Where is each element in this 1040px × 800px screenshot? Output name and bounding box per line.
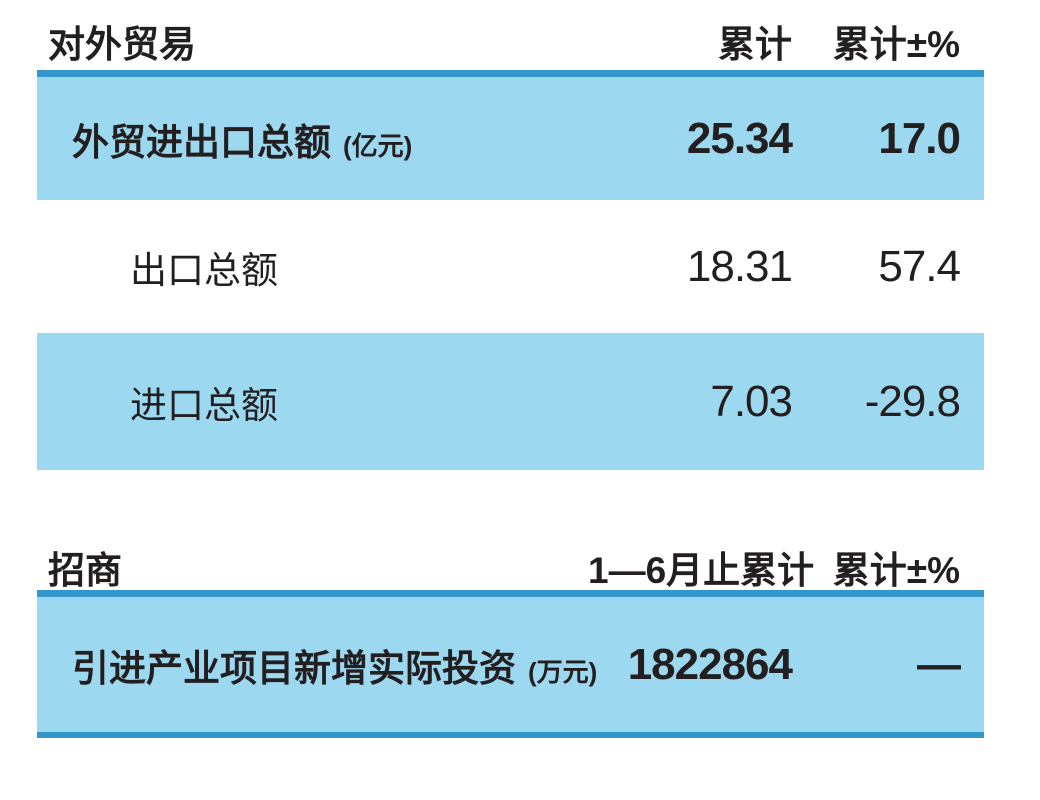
value-change-pct: — [917,639,961,689]
value-change-pct: 17.0 [878,113,961,163]
row-label: 出口总额 [130,249,278,291]
row-unit: (亿元) [343,130,413,161]
value-cumulative: 18.31 [686,241,793,291]
row-label: 引进产业项目新增实际投资 [72,647,516,689]
value-cumulative: 25.34 [686,113,793,163]
section-title: 招商 [48,550,122,591]
table-row: 出口总额 18.31 57.4 [37,200,984,333]
value-cumulative: 1822864 [627,639,793,689]
section-header-foreign-trade: 对外贸易 累计 累计±% [37,14,984,65]
row-label: 进口总额 [130,384,278,426]
value-change-pct: -29.8 [864,376,961,426]
column-header-change-pct: 累计±% [832,550,960,591]
row-unit: (万元) [528,656,598,687]
column-header-change-pct: 累计±% [832,24,960,65]
table-row: 引进产业项目新增实际投资 (万元) 1822864 — [37,597,984,738]
column-header-cumulative-jan-jun: 1—6月止累计 [588,550,815,591]
table-row: 外贸进出口总额 (亿元) 25.34 17.0 [37,77,984,200]
section-header-investment: 招商 1—6月止累计 累计±% [37,540,984,591]
value-cumulative: 7.03 [710,376,793,426]
section-divider-rule [37,590,984,597]
column-header-cumulative: 累计 [718,24,792,65]
table-row: 进口总额 7.03 -29.8 [37,333,984,470]
section-title: 对外贸易 [48,24,196,65]
value-change-pct: 57.4 [878,241,961,291]
section-divider-rule [37,70,984,77]
row-label: 外贸进出口总额 [72,121,331,163]
